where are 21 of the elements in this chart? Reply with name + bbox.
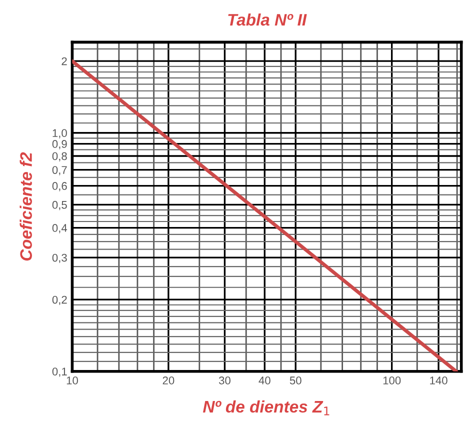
- x-axis-title: Nº de dientes Z$_{1}$: [202, 400, 330, 416]
- y-tick-label: 0,3: [52, 254, 67, 264]
- x-tick-label: 40: [258, 376, 270, 384]
- x-tick-label: 30: [218, 376, 230, 384]
- y-tick-label: 0,2: [52, 296, 67, 306]
- y-tick-label: 1,0: [52, 129, 67, 138]
- x-tick-label: 50: [290, 376, 302, 384]
- y-tick-label: 0,4: [52, 224, 68, 234]
- chart-title: Tabla Nº II: [228, 13, 307, 26]
- x-tick-label: 100: [383, 376, 401, 384]
- y-tick-label: 0,6: [52, 182, 67, 192]
- y-tick-label: 0,7: [52, 166, 67, 176]
- x-tick-label: 140: [430, 376, 448, 384]
- y-tick-label: 0,1: [52, 368, 67, 377]
- y-tick-label: 2: [62, 57, 67, 66]
- x-tick-label: 10: [66, 376, 78, 384]
- y-axis-title: Coeficiente f2: [20, 152, 32, 261]
- y-tick-label: 0,9: [52, 140, 67, 150]
- y-tick-label: 0,5: [52, 200, 67, 210]
- x-tick-label: 20: [162, 376, 174, 384]
- y-tick-label: 0,8: [52, 152, 67, 162]
